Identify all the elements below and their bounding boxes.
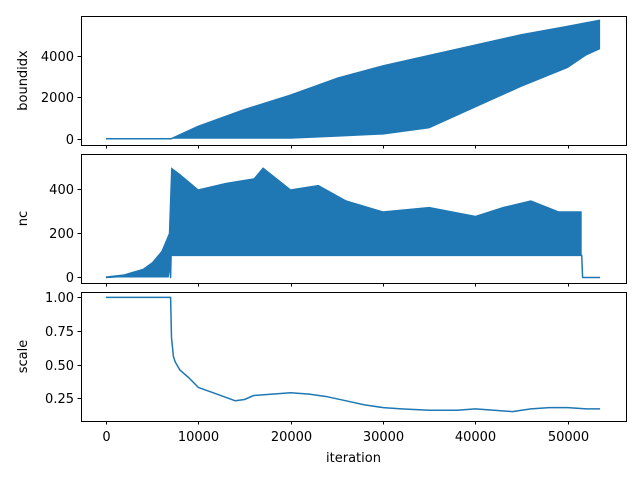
- scale-axes-frame: [81, 292, 627, 422]
- scale-y-tick-label: 1.00: [45, 291, 74, 306]
- boundidx-y-tick-label: 4000: [41, 50, 74, 65]
- nc-series-line: [105, 254, 601, 279]
- scale-y-axis-label: scale: [16, 340, 31, 374]
- nc-y-tick-label: 200: [49, 227, 74, 242]
- scale-y-tick-label: 0.25: [45, 392, 74, 407]
- x-tick-label: 40000: [455, 430, 496, 445]
- boundidx-axes-frame: [81, 16, 627, 146]
- nc-axes-frame: [81, 154, 627, 284]
- panel-boundidx: 0 2000 4000 boundidx: [16, 16, 627, 149]
- scale-ticks: 0.25 0.50 0.75 1.00 0 10000 20000 30000 40000 500…: [45, 291, 589, 445]
- x-axis-label: iteration: [326, 451, 381, 466]
- panel-scale: 0.25 0.50 0.75 1.00 0 10000 20000 30000 40000 500…: [16, 291, 627, 445]
- x-tick-label: 0: [102, 430, 110, 445]
- nc-y-tick-label: 400: [49, 183, 74, 198]
- boundidx-series-band: [105, 20, 601, 139]
- boundidx-series-line: [105, 19, 601, 140]
- boundidx-y-tick-label: 0: [66, 133, 74, 148]
- nc-y-tick-label: 0: [66, 271, 74, 286]
- x-tick-label: 30000: [363, 430, 404, 445]
- scale-y-tick-label: 0.50: [45, 359, 74, 374]
- panel-nc: 0 200 400 nc: [16, 154, 627, 287]
- nc-y-axis-label: nc: [16, 211, 31, 226]
- boundidx-y-tick-label: 2000: [41, 91, 74, 106]
- boundidx-ticks: 0 2000 4000: [41, 50, 569, 149]
- scale-y-tick-label: 0.75: [45, 325, 74, 340]
- scale-plot-area: [105, 296, 601, 413]
- nc-series-band: [105, 167, 582, 278]
- x-tick-label: 50000: [548, 430, 589, 445]
- boundidx-plot-area: [105, 19, 601, 140]
- nc-ticks: 0 200 400: [49, 183, 569, 287]
- x-tick-label: 20000: [271, 430, 312, 445]
- x-tick-label: 10000: [178, 430, 219, 445]
- nc-plot-area: [105, 167, 601, 279]
- boundidx-y-axis-label: boundidx: [16, 50, 31, 111]
- scale-series-line: [105, 296, 601, 413]
